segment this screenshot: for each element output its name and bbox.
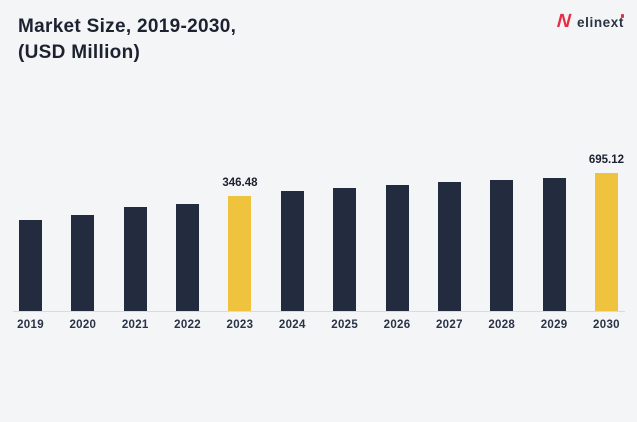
bar-2029: [542, 178, 566, 311]
bar-column-2024: 2024: [279, 171, 305, 331]
x-tick-label-2030: 2030: [593, 319, 620, 331]
brand-name: elinext: [577, 13, 624, 30]
bar-column-2021: 2021: [122, 171, 148, 331]
bar-column-2030: 695.12 2030: [589, 154, 624, 331]
bar-column-2023: 346.48 2023: [222, 171, 257, 331]
x-tick-label-2021: 2021: [121, 319, 149, 331]
x-tick-label-2020: 2020: [69, 319, 97, 331]
bar-2022: [176, 204, 200, 311]
bar-2021: [123, 207, 147, 311]
bar-value-label-2023: 346.48: [222, 177, 258, 189]
page-title: Market Size, 2019-2030, (USD Million): [18, 14, 236, 66]
bar-column-2027: 2027: [436, 171, 462, 331]
chart-title-line2: (USD Million): [18, 42, 141, 63]
bar-column-2026: 2026: [384, 171, 410, 331]
bar-2019: [19, 220, 42, 311]
bar-value-label-2030: 695.12: [588, 154, 625, 166]
x-tick-label-2025: 2025: [331, 319, 359, 331]
bar-2025: [333, 188, 357, 311]
x-tick-label-2022: 2022: [174, 319, 201, 331]
bar-column-2029: 2029: [541, 171, 567, 331]
bar-2030: [594, 173, 618, 311]
x-tick-label-2026: 2026: [383, 319, 411, 331]
x-tick-label-2028: 2028: [488, 319, 516, 331]
bar-2023: [228, 196, 252, 311]
bar-2026: [385, 185, 409, 311]
bar-column-2020: 2020: [69, 171, 96, 331]
bar-column-2022: 2022: [174, 171, 201, 331]
x-tick-label-2027: 2027: [435, 319, 463, 331]
brand-logo: N elinext: [556, 11, 624, 32]
bar-2027: [437, 182, 461, 311]
bar-chart: 2019 2020 2021 2022 346.48 2023 2024 2025 2026 20…: [0, 154, 637, 331]
bar-column-2019: 2019: [17, 171, 44, 331]
x-axis-line: [13, 311, 625, 312]
elinext-n-icon: N: [556, 11, 572, 32]
bar-2020: [71, 215, 95, 311]
chart-title-line1: Market Size, 2019-2030,: [18, 16, 237, 37]
bar-column-2025: 2025: [331, 171, 358, 331]
bar-column-2028: 2028: [488, 171, 515, 331]
x-tick-label-2029: 2029: [540, 319, 568, 331]
plot-area: 2019 2020 2021 2022 346.48 2023 2024 2025 2026 20…: [17, 154, 624, 331]
x-tick-label-2024: 2024: [278, 319, 306, 331]
bar-2028: [490, 180, 514, 311]
x-tick-label-2023: 2023: [226, 319, 254, 331]
bar-2024: [280, 191, 304, 311]
x-tick-label-2019: 2019: [17, 319, 44, 331]
